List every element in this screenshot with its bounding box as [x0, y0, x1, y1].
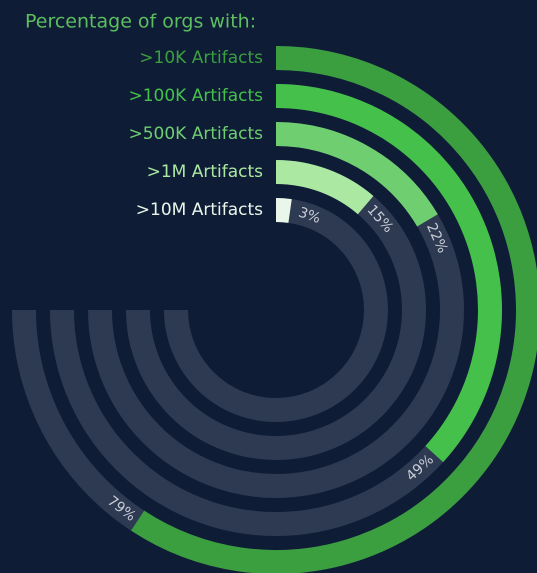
- bar: [275, 84, 502, 463]
- bar: [275, 198, 292, 223]
- category-label: >1M Artifacts: [147, 162, 264, 182]
- bar: [275, 122, 438, 227]
- category-label: >10M Artifacts: [136, 200, 263, 220]
- category-label: >10K Artifacts: [139, 48, 263, 68]
- track: [126, 160, 426, 460]
- track: [164, 198, 388, 422]
- value-label: 3%: [296, 205, 322, 228]
- category-label: >500K Artifacts: [128, 124, 263, 144]
- chart-title: Percentage of orgs with:: [25, 11, 256, 33]
- bar: [275, 160, 374, 215]
- bar: [131, 46, 537, 573]
- category-label: >100K Artifacts: [128, 86, 263, 106]
